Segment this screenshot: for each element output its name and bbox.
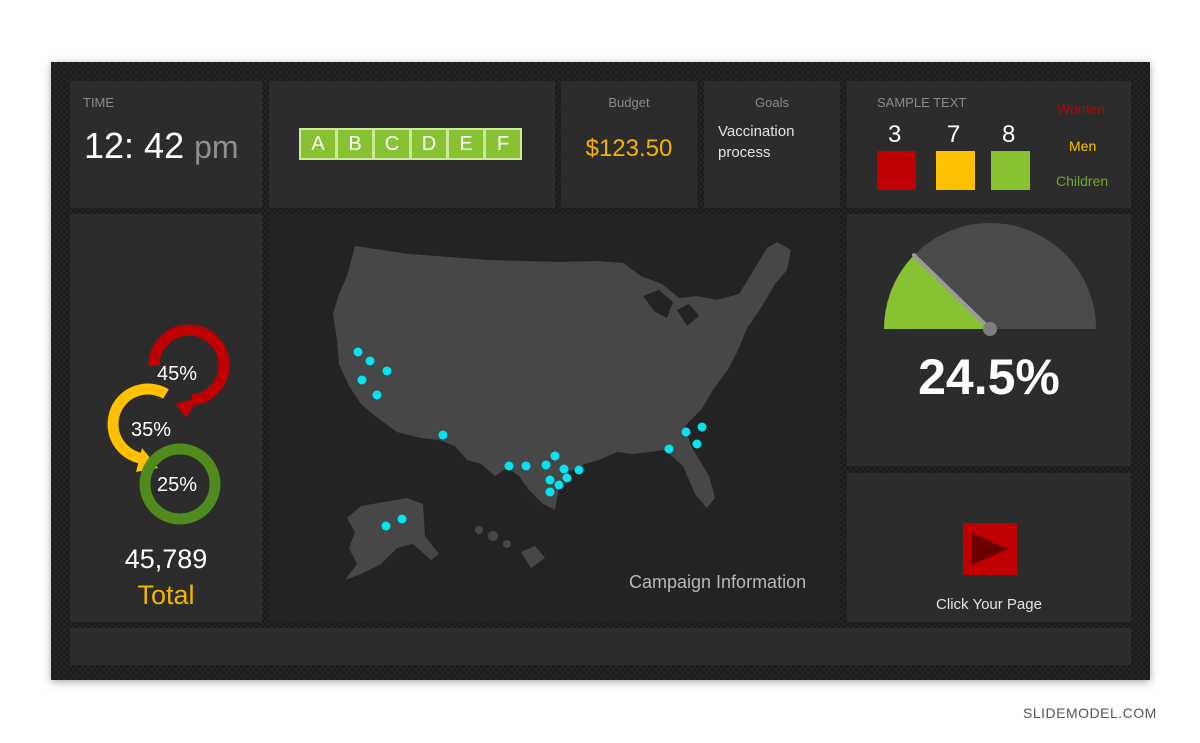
- letter-box-e[interactable]: E: [449, 130, 483, 158]
- marker-tx-10: [545, 487, 555, 497]
- marker-ak-1: [381, 521, 391, 531]
- letters-panel: A B C D E F: [269, 81, 555, 208]
- women-square: [877, 151, 916, 190]
- time-ampm: pm: [194, 129, 239, 165]
- children-square: [991, 151, 1030, 190]
- ring-label-45: 45%: [157, 363, 198, 385]
- marker-az: [438, 430, 448, 440]
- marker-tx-1: [504, 461, 514, 471]
- link-label[interactable]: Click Your Page: [936, 596, 1042, 613]
- play-button[interactable]: [963, 523, 1017, 575]
- ring-35-arc: [107, 383, 169, 465]
- marker-tx-5: [559, 464, 569, 474]
- legend-men: Men: [1069, 138, 1097, 154]
- goals-panel: Goals Vaccination process: [704, 81, 840, 208]
- marker-tx-9: [554, 480, 564, 490]
- sample-caption: SAMPLE TEXT: [877, 95, 967, 110]
- time-caption: TIME: [83, 95, 115, 110]
- marker-tx-3: [541, 460, 551, 470]
- alaska: [345, 498, 439, 580]
- great-lakes: [643, 290, 699, 326]
- budget-value: $123.50: [585, 135, 673, 162]
- men-square: [936, 151, 975, 190]
- progress-rings: [107, 324, 230, 525]
- map-caption: Campaign Information: [629, 572, 807, 592]
- campaign-markers: [353, 347, 707, 531]
- play-icon: [972, 533, 1008, 565]
- dashboard-frame: TIME 12: 42 pm A B C D E F Budget $123.5…: [51, 62, 1150, 680]
- marker-tx-8: [562, 473, 572, 483]
- link-panel[interactable]: Click Your Page: [847, 473, 1131, 622]
- goals-text: Vaccination process: [718, 123, 795, 161]
- goals-caption: Goals: [755, 95, 789, 110]
- total-panel: 45% 35% 25% 45,789 Total: [70, 214, 262, 622]
- letter-box-d[interactable]: D: [412, 130, 446, 158]
- marker-ca-3: [382, 366, 392, 376]
- gauge-needle: [911, 253, 992, 331]
- count-women: 3: [888, 121, 902, 148]
- gauge-hub: [983, 322, 997, 336]
- legend-women: Women: [1057, 101, 1105, 117]
- time-value: 12: 42: [84, 125, 185, 166]
- ring-25-circle: [139, 443, 221, 525]
- marker-tx-6: [574, 465, 584, 475]
- time-display: 12: 42 pm: [84, 125, 239, 167]
- marker-ca-2: [365, 356, 375, 366]
- marker-fl-4: [692, 439, 702, 449]
- usa-map: [333, 242, 791, 580]
- ring-label-35: 35%: [131, 419, 172, 441]
- gauge-panel: 24.5%: [847, 214, 1131, 466]
- count-men: 7: [947, 121, 961, 148]
- total-label: Total: [137, 580, 195, 610]
- marker-fl-3: [697, 422, 707, 432]
- count-children: 8: [1002, 121, 1016, 148]
- marker-ca-1: [353, 347, 363, 357]
- gauge: [884, 223, 1096, 336]
- letter-box-f[interactable]: F: [486, 130, 520, 158]
- marker-fl-1: [664, 444, 674, 454]
- marker-fl-2: [681, 427, 691, 437]
- bottom-bar: [70, 628, 1131, 665]
- time-panel: TIME 12: 42 pm: [70, 81, 262, 208]
- usa-mainland: [333, 242, 791, 510]
- marker-tx-7: [545, 475, 555, 485]
- map-panel: Campaign Information: [269, 214, 840, 622]
- legend-children: Children: [1056, 173, 1109, 189]
- marker-tx-2: [521, 461, 531, 471]
- marker-ak-2: [397, 514, 407, 524]
- total-value: 45,789: [124, 544, 208, 574]
- letter-box-c[interactable]: C: [375, 130, 409, 158]
- gauge-fill: [884, 255, 990, 329]
- hawaii: [475, 526, 545, 568]
- budget-panel: Budget $123.50: [561, 81, 697, 208]
- ring-45-arrowhead: [176, 398, 198, 418]
- watermark: SLIDEMODEL.COM: [1023, 705, 1157, 721]
- ring-45-arc: [148, 324, 230, 406]
- marker-ca-5: [372, 390, 382, 400]
- budget-caption: Budget: [608, 95, 650, 110]
- marker-tx-4: [550, 451, 560, 461]
- letter-strip: A B C D E F: [299, 128, 522, 160]
- letter-box-a[interactable]: A: [301, 130, 335, 158]
- ring-label-25: 25%: [157, 474, 198, 496]
- marker-ca-4: [357, 375, 367, 385]
- gauge-value: 24.5%: [918, 349, 1060, 405]
- letter-box-b[interactable]: B: [338, 130, 372, 158]
- sample-panel: SAMPLE TEXT 3 7 8 Women Men Children: [847, 81, 1131, 208]
